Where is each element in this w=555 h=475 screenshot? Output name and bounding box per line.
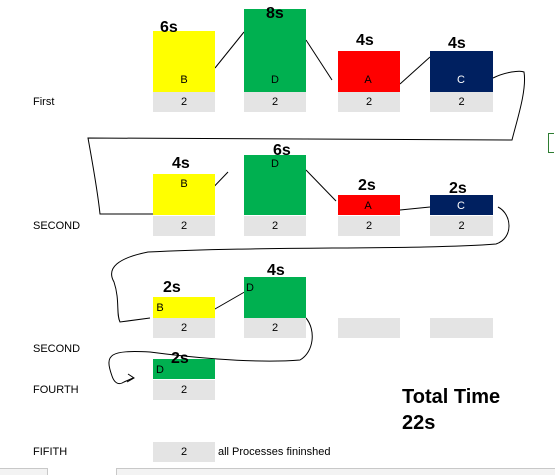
- row-label-second: SECOND: [33, 220, 81, 232]
- wrap-first-second: [87, 70, 526, 215]
- block-d-second-letter: D: [271, 158, 279, 170]
- link-d-a-second: [305, 169, 337, 202]
- row-label-fourth: FOURTH: [33, 384, 79, 396]
- cell-third-3-empty: [338, 318, 400, 338]
- block-a-second-letter: A: [364, 200, 372, 212]
- cell-second-3: 2: [338, 216, 400, 236]
- cell-third-4-empty: [430, 318, 493, 338]
- block-b-second-duration: 4s: [172, 155, 190, 172]
- block-d-second-duration: 6s: [273, 142, 291, 159]
- block-c-first: [430, 51, 493, 92]
- block-d-first-letter: D: [271, 74, 279, 86]
- completion-note: all Processes fininshed: [218, 446, 331, 458]
- bottom-edge-left: [0, 468, 48, 475]
- row-label-fifth: FIFITH: [33, 446, 68, 458]
- block-c-second: [430, 195, 493, 215]
- block-b-first-letter: B: [180, 74, 188, 86]
- cell-third-1: 2: [153, 318, 215, 338]
- wrap-third-fourth: [108, 317, 313, 385]
- block-d-third-letter: D: [246, 282, 254, 294]
- block-c-second-letter: C: [457, 200, 465, 212]
- cell-fifth-1: 2: [153, 442, 215, 462]
- block-a-second: [338, 195, 400, 215]
- link-d-a-first: [305, 39, 333, 81]
- cell-first-4: 2: [430, 92, 493, 112]
- block-d-first-duration: 8s: [266, 5, 284, 22]
- arrow-head-fourth: [126, 373, 135, 383]
- cell-second-4: 2: [430, 216, 493, 236]
- cell-second-2: 2: [244, 216, 306, 236]
- link-b-d-first: [214, 31, 245, 69]
- bottom-edge-right: [116, 468, 555, 475]
- block-b-first-duration: 6s: [160, 19, 178, 36]
- cell-first-1: 2: [153, 92, 215, 112]
- block-d-fourth: [153, 359, 215, 379]
- block-a-second-duration: 2s: [358, 177, 376, 194]
- cell-first-3: 2: [338, 92, 400, 112]
- total-time-label: Total Time: [402, 386, 501, 408]
- row-label-third: SECOND: [33, 343, 81, 355]
- block-b-first: [153, 31, 215, 92]
- block-b-second-letter: B: [180, 178, 188, 190]
- link-a-c-first: [399, 56, 431, 85]
- block-d-first: [244, 9, 306, 92]
- cell-third-2: 2: [244, 318, 306, 338]
- block-a-first: [338, 51, 400, 92]
- edge-marker: [548, 133, 554, 153]
- block-d-fourth-letter: D: [156, 364, 164, 376]
- row-label-first: First: [33, 96, 55, 108]
- block-b-third: [153, 297, 215, 318]
- block-c-second-duration: 2s: [449, 180, 467, 197]
- block-c-first-letter: C: [457, 74, 465, 86]
- link-a-c-second: [399, 206, 431, 211]
- cell-fourth-1: 2: [153, 380, 215, 400]
- block-d-third: [244, 277, 306, 318]
- wrap-second-third: [111, 206, 510, 323]
- block-b-third-letter: B: [156, 302, 164, 314]
- block-b-third-duration: 2s: [163, 279, 181, 296]
- total-time-value: 22s: [402, 412, 436, 434]
- cell-first-2: 2: [244, 92, 306, 112]
- block-d-fourth-duration: 2s: [171, 350, 189, 367]
- block-d-third-duration: 4s: [267, 262, 285, 279]
- block-a-first-letter: A: [364, 74, 372, 86]
- block-a-first-duration: 4s: [356, 32, 374, 49]
- block-d-second: [244, 155, 306, 215]
- block-b-second: [153, 174, 215, 215]
- block-c-first-duration: 4s: [448, 35, 466, 52]
- cell-second-1: 2: [153, 216, 215, 236]
